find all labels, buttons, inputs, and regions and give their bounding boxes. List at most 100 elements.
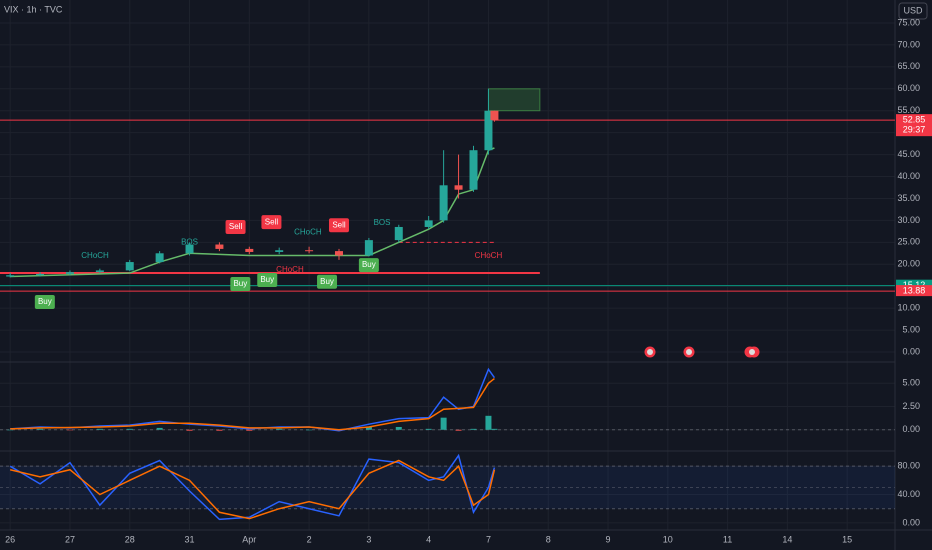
event-icon-inner [749,349,755,355]
event-icon-inner [686,349,692,355]
histogram-bar [365,426,372,430]
structure-label: CHoCH [81,251,109,260]
y-tick-label: 2.50 [902,401,920,411]
y-tick-label: 5.00 [902,324,920,334]
y-tick-label: 35.00 [897,193,920,203]
histogram-bar [66,429,73,431]
currency-box[interactable] [898,2,928,20]
y-tick-label: 45.00 [897,149,920,159]
histogram-bar [96,428,103,430]
histogram-bar [455,429,462,431]
signal-label: Buy [233,279,247,288]
signal-box [358,258,379,273]
y-tick-label: 65.00 [897,61,920,71]
x-tick-label: 27 [65,534,75,544]
candle-body [454,185,463,190]
candle-body [439,185,448,221]
x-tick-label: 2 [307,534,312,544]
x-tick-label: 7 [486,534,491,544]
structure-label: CHoCH [475,251,503,260]
y-tick-label: 20.00 [897,259,920,269]
x-tick-label: 9 [606,534,611,544]
indicator-line [10,377,495,431]
x-tick-label: 26 [5,534,15,544]
event-icon-inner [647,349,653,355]
histogram-bar [485,415,492,430]
x-tick-label: 8 [546,534,551,544]
candle-body [95,270,104,273]
signal-label: Buy [320,277,334,286]
candle-body [424,220,433,227]
x-tick-label: 15 [842,534,852,544]
x-tick-label: 28 [125,534,135,544]
candle-body [185,244,194,254]
structure-label: BOS [181,237,198,246]
signal-box [34,294,55,309]
histogram-bar [126,428,133,430]
y-tick-label: 40.00 [897,489,920,499]
signal-box [328,218,349,233]
trail-line [10,147,495,278]
signal-label: Sell [265,217,279,226]
y-tick-label: 30.00 [897,215,920,225]
candle-body [334,251,343,256]
y-tick-label: 0.00 [902,424,920,434]
x-tick-label: 11 [723,534,732,544]
structure-label: CHoCH [294,227,322,236]
x-tick-label: 3 [366,534,371,544]
y-tick-label: 55.00 [897,105,920,115]
histogram-bar [491,428,498,430]
candle-body [245,248,254,252]
countdown-label: 29:37 [903,125,926,135]
signal-label: Sell [229,222,243,231]
signal-label: Buy [260,275,274,284]
histogram-bar [470,428,477,430]
histogram-bar [440,417,447,430]
signal-box [261,215,282,230]
candle-body [394,226,403,241]
histogram-bar [37,428,44,430]
y-tick-label: 80.00 [897,461,920,471]
histogram-bar [395,426,402,430]
band [0,466,895,509]
candle-body [125,262,134,271]
histogram-bar [246,429,253,431]
price-label: 13.88 [903,285,926,295]
signal-label: Buy [362,260,376,269]
price-label-box [896,285,932,297]
x-tick-label: Apr [242,534,256,544]
x-tick-label: 4 [426,534,431,544]
y-tick-label: 5.00 [902,378,920,388]
y-tick-label: 60.00 [897,83,920,93]
y-tick-label: 0.00 [902,346,920,356]
candle-body [155,253,164,263]
histogram-bar [156,427,163,430]
candle-body [215,244,224,249]
signal-box [257,273,278,288]
event-icons [644,346,760,358]
candle-body [364,240,373,256]
zone [487,88,541,112]
signal-box [317,274,338,289]
price-label: 15.12 [903,280,926,290]
currency[interactable]: USD [903,5,923,15]
candle-body [36,273,45,276]
histogram-bar [7,429,14,431]
histogram-bar [425,428,432,430]
candle-body [469,150,478,190]
signal-label: Sell [332,220,346,229]
histogram-bar [276,428,283,430]
y-tick-label: 70.00 [897,39,920,49]
price-label: 52.85 [903,115,926,125]
structure-label: CHoCH [276,265,304,274]
y-tick-label: 25.00 [897,237,920,247]
indicator-line [9,459,496,520]
chart-title: VIX · 1h · TVC [4,4,63,14]
structure-label: BOS [374,218,391,227]
y-tick-label: 0.00 [902,517,920,527]
histogram-bar [186,429,193,431]
y-tick-label: 75.00 [897,17,920,27]
